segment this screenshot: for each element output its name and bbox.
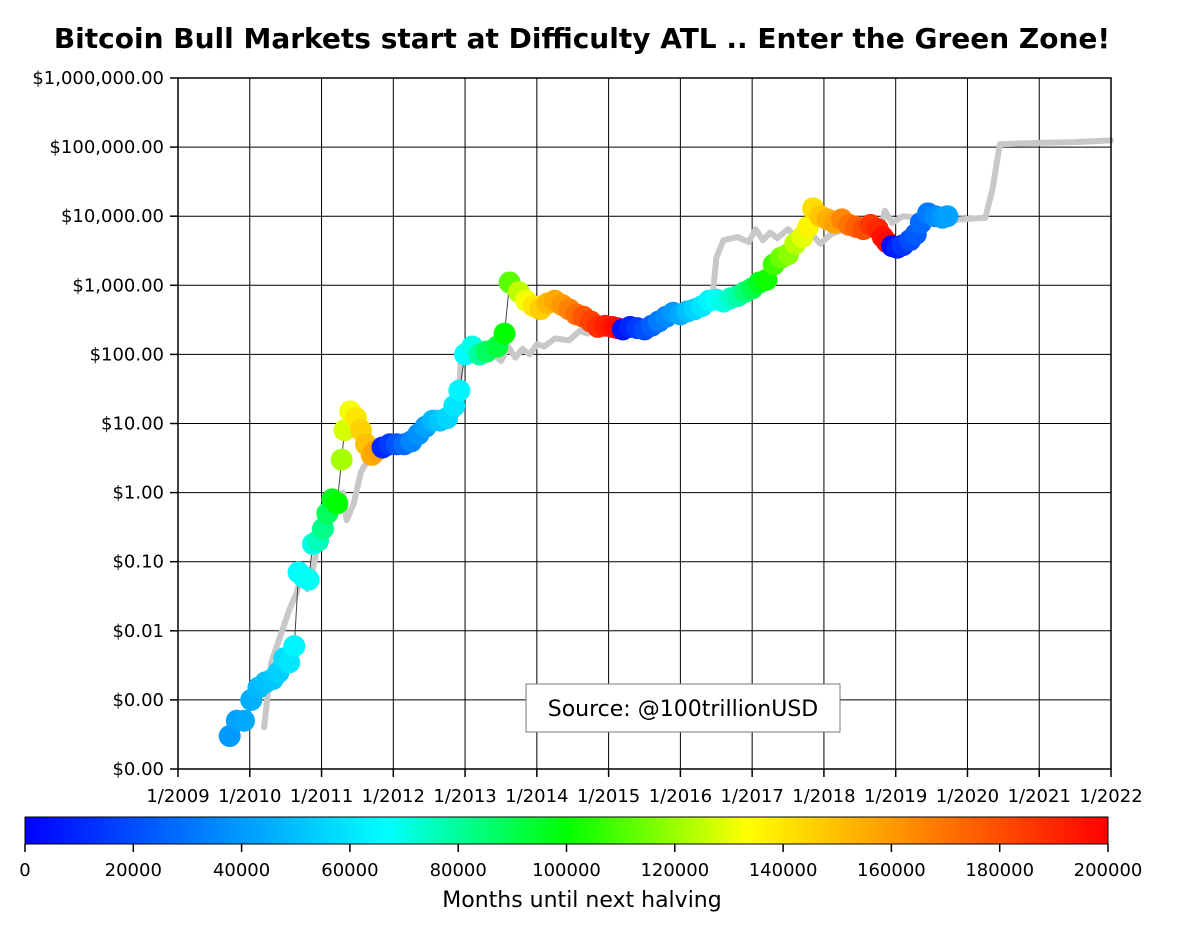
colorbar-gradient	[24, 816, 1109, 845]
x-tick-label: 1/2009	[146, 786, 209, 807]
colorbar-ticks: 0 20000 40000 60000 80000 100000 120000 140000 1…	[19, 844, 1142, 881]
colorbar-tick-label: 40000	[213, 860, 270, 881]
colorbar-label: Months until next halving	[442, 888, 721, 913]
y-axis-ticks: $0.00 $0.00 $0.01 $0.10 $1.00 $10.00 $100.00 $1…	[32, 68, 178, 780]
x-tick-label: 1/2013	[433, 786, 496, 807]
x-axis-ticks: 1/2009 1/2010 1/2011 1/2012 1/2013 1/2014 1/20…	[146, 769, 1143, 807]
grid-lines	[177, 77, 1112, 770]
colorbar-tick-label: 200000	[1074, 860, 1143, 881]
colorbar-tick-label: 100000	[532, 860, 601, 881]
scatter-connector	[229, 207, 948, 737]
y-tick-label: $0.01	[112, 621, 164, 642]
y-tick-label: $1,000.00	[72, 275, 164, 296]
colorbar-tick-label: 80000	[430, 860, 487, 881]
scatter-point	[326, 492, 349, 515]
source-box	[525, 683, 841, 733]
y-tick-label: $100.00	[90, 344, 164, 365]
colorbar-tick-label: 60000	[321, 860, 378, 881]
colorbar-tick-label: 160000	[857, 860, 926, 881]
x-tick-label: 1/2014	[505, 786, 568, 807]
chart-title: Bitcoin Bull Markets start at Difficulty…	[54, 22, 1110, 55]
x-tick-label: 1/2011	[290, 786, 353, 807]
scatter-point	[233, 709, 256, 732]
colorbar-tick-label: 140000	[749, 860, 818, 881]
x-tick-label: 1/2021	[1008, 786, 1071, 807]
x-tick-label: 1/2020	[936, 786, 999, 807]
scatter-point	[283, 635, 306, 658]
y-tick-label: $10,000.00	[61, 206, 164, 227]
y-tick-label: $10.00	[101, 414, 164, 435]
x-tick-label: 1/2015	[577, 786, 640, 807]
x-tick-label: 1/2017	[720, 786, 783, 807]
source-annotation: Source: @100trillionUSD	[525, 683, 841, 733]
x-tick-label: 1/2018	[792, 786, 855, 807]
x-tick-label: 1/2022	[1079, 786, 1142, 807]
x-tick-label: 1/2016	[649, 786, 712, 807]
scatter-point	[493, 322, 516, 345]
y-tick-label: $0.10	[112, 552, 164, 573]
x-tick-label: 1/2019	[864, 786, 927, 807]
scatter-point	[297, 568, 320, 591]
x-tick-label: 1/2012	[362, 786, 425, 807]
y-tick-label: $1,000,000.00	[32, 68, 164, 89]
colorbar-tick-label: 20000	[105, 860, 162, 881]
y-tick-label: $100,000.00	[49, 137, 164, 158]
scatter-point	[448, 379, 471, 402]
x-tick-label: 1/2010	[218, 786, 281, 807]
colorbar-tick-label: 180000	[965, 860, 1034, 881]
y-tick-label: $1.00	[112, 483, 164, 504]
y-tick-label: $0.00	[112, 690, 164, 711]
colorbar-tick-label: 120000	[640, 860, 709, 881]
colorbar: 0 20000 40000 60000 80000 100000 120000 140000 1…	[19, 816, 1142, 913]
scatter-point	[936, 205, 959, 228]
y-tick-label: $0.00	[112, 759, 164, 780]
scatter-point	[330, 448, 353, 471]
colorbar-tick-label: 0	[19, 860, 30, 881]
source-label: Source: @100trillionUSD	[548, 697, 819, 722]
scatter-points-layer	[218, 197, 959, 748]
